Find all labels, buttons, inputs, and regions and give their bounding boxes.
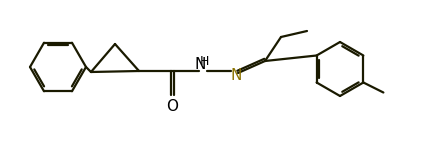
Text: N: N [194, 57, 205, 72]
Text: N: N [230, 69, 241, 83]
Text: O: O [166, 99, 178, 114]
Text: H: H [199, 56, 208, 69]
